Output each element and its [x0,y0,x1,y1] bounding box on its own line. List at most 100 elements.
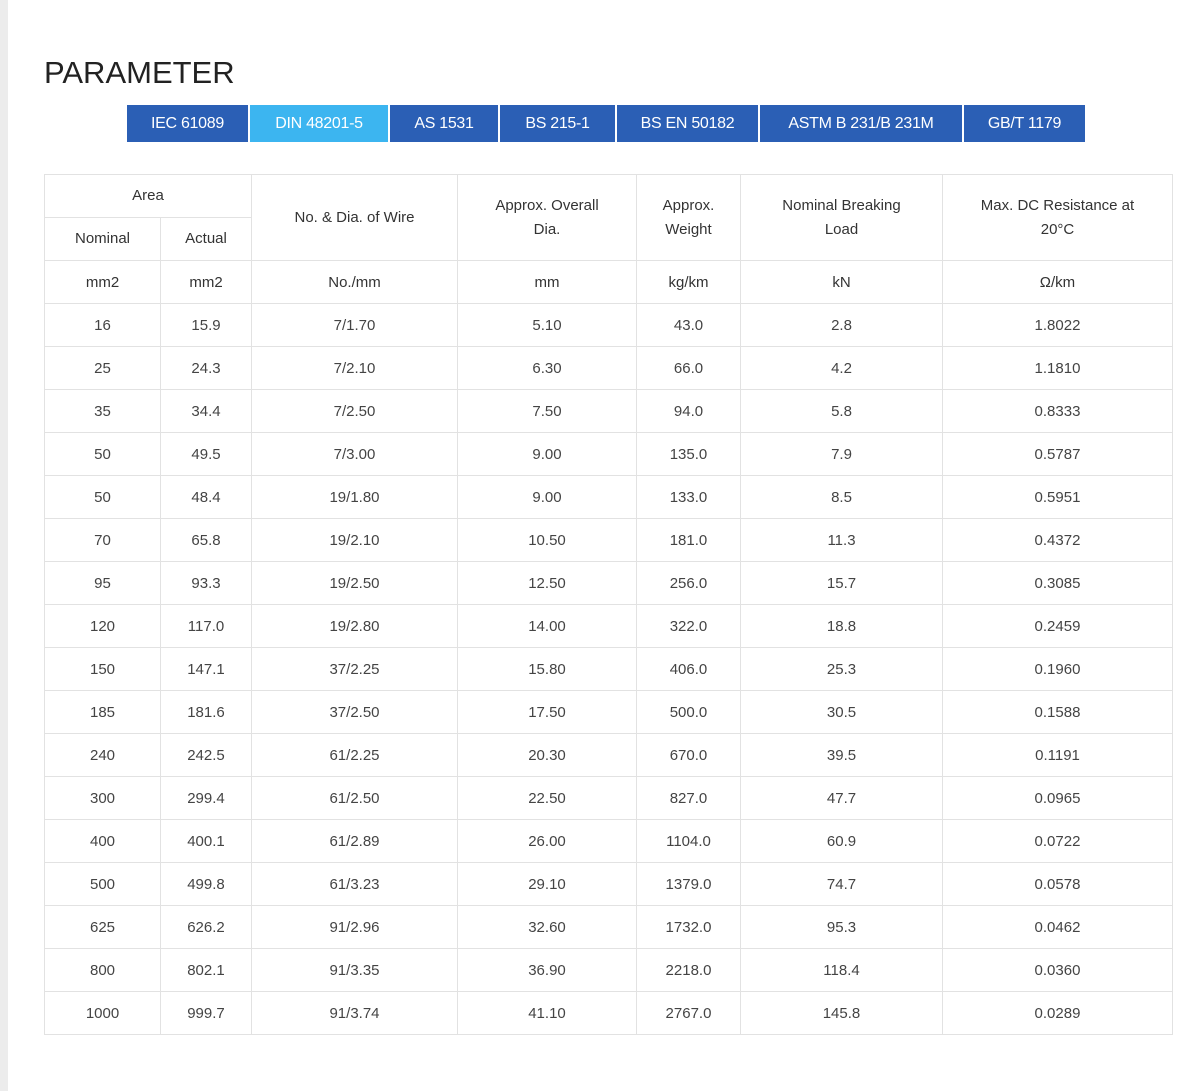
table-cell: 1000 [44,991,161,1035]
table-cell: 626.2 [160,905,252,949]
table-cell: 0.1960 [942,647,1173,691]
table-cell: 9.00 [457,475,637,519]
table-cell: 499.8 [160,862,252,906]
table-cell: 65.8 [160,518,252,562]
table-cell: 34.4 [160,389,252,433]
table-cell: 93.3 [160,561,252,605]
tab-bs-215-1[interactable]: BS 215-1 [500,105,615,142]
table-row: 150 147.1 37/2.25 15.80 406.0 25.3 0.1960 [44,647,1173,691]
table-cell: 22.50 [457,776,637,820]
table-cell: 150 [44,647,161,691]
table-row: 35 34.4 7/2.50 7.50 94.0 5.8 0.8333 [44,389,1173,433]
table-cell: 43.0 [636,303,741,347]
table-cell: 7/1.70 [251,303,458,347]
table-cell: 61/3.23 [251,862,458,906]
table-row: 120 117.0 19/2.80 14.00 322.0 18.8 0.2459 [44,604,1173,648]
table-cell: 32.60 [457,905,637,949]
table-row: 16 15.9 7/1.70 5.10 43.0 2.8 1.8022 [44,303,1173,347]
table-cell: 10.50 [457,518,637,562]
table-cell: 400.1 [160,819,252,863]
table-cell: 95 [44,561,161,605]
unit-cell: kg/km [636,260,741,304]
header-row: Area No. & Dia. of Wire Approx. Overall … [44,174,1173,261]
table-cell: 70 [44,518,161,562]
table-cell: 47.7 [740,776,943,820]
table-cell: 1732.0 [636,905,741,949]
table-cell: 0.5951 [942,475,1173,519]
tab-iec-61089[interactable]: IEC 61089 [127,105,248,142]
table-cell: 5.10 [457,303,637,347]
table-cell: 48.4 [160,475,252,519]
table-cell: 91/2.96 [251,905,458,949]
table-cell: 145.8 [740,991,943,1035]
table-row: 25 24.3 7/2.10 6.30 66.0 4.2 1.1810 [44,346,1173,390]
header-weight: Approx. Weight [636,174,741,261]
table-cell: 61/2.25 [251,733,458,777]
left-border [0,0,8,1091]
table-cell: 500 [44,862,161,906]
table-cell: 322.0 [636,604,741,648]
table-cell: 300 [44,776,161,820]
table-cell: 60.9 [740,819,943,863]
table-cell: 17.50 [457,690,637,734]
table-cell: 30.5 [740,690,943,734]
header-resistance: Max. DC Resistance at 20°C [942,174,1173,261]
table-cell: 0.0722 [942,819,1173,863]
table-cell: 0.5787 [942,432,1173,476]
table-cell: 18.8 [740,604,943,648]
table-cell: 7/2.10 [251,346,458,390]
header-nominal: Nominal [44,217,161,261]
table-cell: 800 [44,948,161,992]
table-cell: 7/2.50 [251,389,458,433]
header-area: Area [44,174,252,218]
header-overall-dia: Approx. Overall Dia. [457,174,637,261]
table-cell: 95.3 [740,905,943,949]
table-cell: 24.3 [160,346,252,390]
table-cell: 118.4 [740,948,943,992]
table-cell: 7.9 [740,432,943,476]
table-cell: 15.80 [457,647,637,691]
table-row: 400 400.1 61/2.89 26.00 1104.0 60.9 0.0722 [44,819,1173,863]
header-wire: No. & Dia. of Wire [251,174,458,261]
table-cell: 61/2.50 [251,776,458,820]
table-cell: 999.7 [160,991,252,1035]
table-row: 70 65.8 19/2.10 10.50 181.0 11.3 0.4372 [44,518,1173,562]
table-row: 240 242.5 61/2.25 20.30 670.0 39.5 0.1191 [44,733,1173,777]
page-title: PARAMETER [44,54,235,90]
table-cell: 117.0 [160,604,252,648]
table-cell: 299.4 [160,776,252,820]
table-cell: 0.1191 [942,733,1173,777]
table-cell: 94.0 [636,389,741,433]
table-cell: 133.0 [636,475,741,519]
table-cell: 147.1 [160,647,252,691]
unit-cell: mm [457,260,637,304]
table-row: 185 181.6 37/2.50 17.50 500.0 30.5 0.1588 [44,690,1173,734]
tab-din-48201-5[interactable]: DIN 48201-5 [250,105,388,142]
header-actual: Actual [160,217,252,261]
table-cell: 74.7 [740,862,943,906]
table-cell: 1.8022 [942,303,1173,347]
table-cell: 0.0289 [942,991,1173,1035]
table-cell: 1379.0 [636,862,741,906]
table-cell: 0.0462 [942,905,1173,949]
table-cell: 0.8333 [942,389,1173,433]
table-cell: 185 [44,690,161,734]
tab-as-1531[interactable]: AS 1531 [390,105,498,142]
table-cell: 91/3.35 [251,948,458,992]
table-cell: 242.5 [160,733,252,777]
table-cell: 625 [44,905,161,949]
table-cell: 256.0 [636,561,741,605]
tab-astm-b-231[interactable]: ASTM B 231/B 231M [760,105,962,142]
header-breaking-load: Nominal Breaking Load [740,174,943,261]
unit-cell: kN [740,260,943,304]
table-row: 95 93.3 19/2.50 12.50 256.0 15.7 0.3085 [44,561,1173,605]
table-cell: 120 [44,604,161,648]
tab-gb-t-1179[interactable]: GB/T 1179 [964,105,1085,142]
table-row: 50 49.5 7/3.00 9.00 135.0 7.9 0.5787 [44,432,1173,476]
tab-bs-en-50182[interactable]: BS EN 50182 [617,105,758,142]
subheader-row: Nominal Actual [44,217,1173,261]
table-cell: 26.00 [457,819,637,863]
table-row: 800 802.1 91/3.35 36.90 2218.0 118.4 0.0360 [44,948,1173,992]
table-cell: 6.30 [457,346,637,390]
table-cell: 11.3 [740,518,943,562]
